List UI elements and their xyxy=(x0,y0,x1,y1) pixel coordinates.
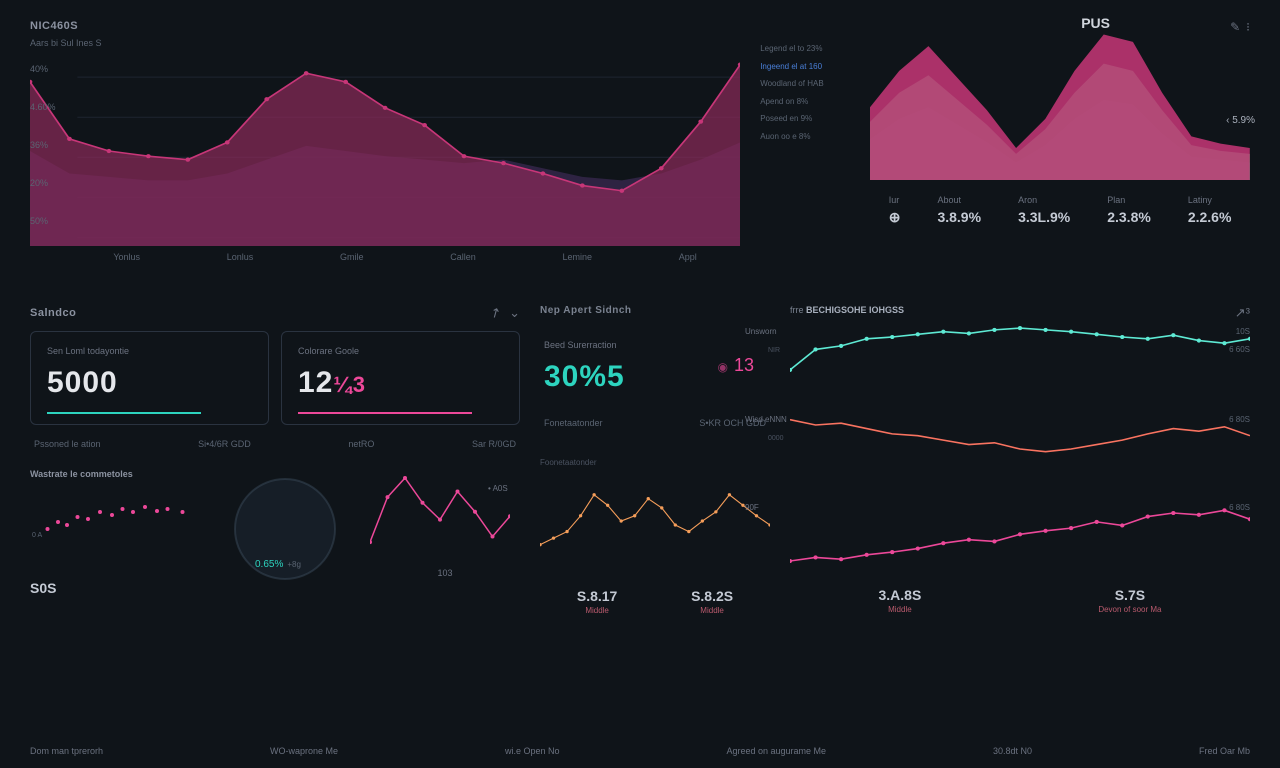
metric-row: Iur⊕About3.8.9%Aron3.3L.9%Plan2.3.8%Lati… xyxy=(870,195,1250,226)
panel-subtitle: Aars bi Sul Ines S xyxy=(30,38,740,48)
top-right-stacked-chart: PUS ✎ ⁝ Legend el to 23%Ingeend el at 16… xyxy=(760,20,1250,280)
scatter-panel: Wastrate le commetoles 0 A S0S xyxy=(30,469,200,596)
progress-bar xyxy=(47,412,201,414)
delta-badge: ‹ 5.9% xyxy=(1226,115,1255,126)
panel-title: NIC460S xyxy=(30,20,740,32)
donut-panel: 0.65%+8g xyxy=(220,469,350,592)
svg-text:0 A: 0 A xyxy=(32,532,42,539)
footer: Dom man tprerorhWO-waprone Mewi.e Open N… xyxy=(30,746,1250,756)
expand-icon[interactable]: ↗³ xyxy=(1235,305,1250,321)
section-title: Salndco xyxy=(30,307,76,319)
mini-line-panel: • A0S 103 xyxy=(370,469,520,578)
progress-bar xyxy=(298,412,472,414)
mid-right-sparklines: frre BECHIGSOHE IOHGSS ↗³ Unsworn NIR 10… xyxy=(790,305,1250,615)
legend: Legend el to 23%Ingeend el at 160Woodlan… xyxy=(760,20,870,280)
mid-center-panel: Nep Apert Sidnch Beed Surerraction 30%5 … xyxy=(540,305,770,615)
chevron-down-icon[interactable]: ⌄ xyxy=(509,305,520,321)
area-chart: 40%4.60%36%20%50% xyxy=(30,56,740,246)
top-left-area-chart: NIC460S Aars bi Sul Ines S 40%4.60%36%20… xyxy=(30,20,740,280)
stat-row: S.8.17MiddleS.8.2SMiddle xyxy=(540,588,770,615)
svg-text:• A0S: • A0S xyxy=(488,484,508,493)
expand-icon[interactable]: ↗ xyxy=(487,303,504,322)
kpi-card-3[interactable]: Beed Surerraction 30%5 ◉13 xyxy=(540,326,770,404)
stat-row: 3.A.8SMiddleS.7SDevon of soor Ma xyxy=(790,587,1250,614)
kpi-card-2[interactable]: Colorare Goole 12¼3 xyxy=(281,331,520,425)
mid-left-panel: Salndco ↗ ⌄ Sen Loml todayontie 5000 Col… xyxy=(30,305,520,615)
x-axis-labels: YonlusLonlusGmileCallenLemineAppl xyxy=(30,252,740,262)
alert-icon: ◉ xyxy=(717,360,727,374)
kpi-card-1[interactable]: Sen Loml todayontie 5000 xyxy=(30,331,269,425)
